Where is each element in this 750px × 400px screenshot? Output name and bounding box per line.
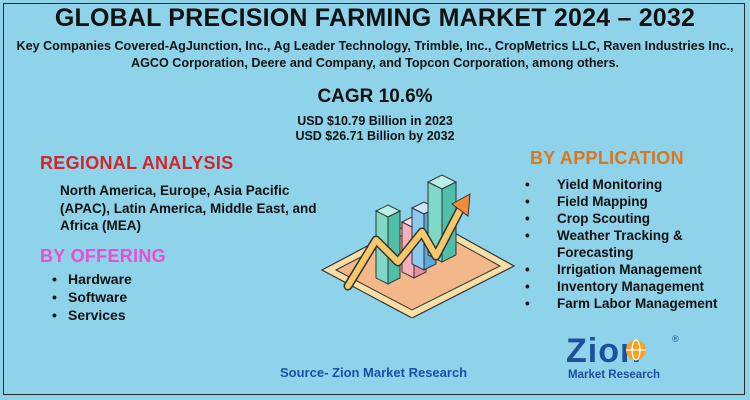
market-value-2023: USD $10.79 Billion in 2023: [297, 114, 453, 128]
list-item: Yield Monitoring: [541, 176, 746, 193]
regional-analysis-text: North America, Europe, Asia Pacific (APA…: [60, 183, 317, 233]
application-list: Yield Monitoring Field Mapping Crop Scou…: [541, 176, 746, 312]
list-item: Software: [52, 288, 132, 306]
source-text: Source- Zion Market Research: [280, 365, 468, 380]
cagr-value: CAGR 10.6%: [317, 86, 433, 107]
growth-bar-chart-illustration: [320, 174, 516, 318]
list-item: Services: [52, 306, 132, 324]
logo-subtitle: Market Research: [568, 369, 660, 381]
regional-analysis-heading: REGIONAL ANALYSIS: [40, 153, 234, 173]
list-item: Irrigation Management: [541, 261, 746, 278]
by-application-heading: BY APPLICATION: [530, 148, 684, 168]
market-values: USD $10.79 Billion in 2023 USD $26.71 Bi…: [250, 114, 500, 144]
list-item: Field Mapping: [541, 193, 746, 210]
page-title: GLOBAL PRECISION FARMING MARKET 2024 – 2…: [54, 4, 696, 32]
logo-registered-mark: ®: [672, 334, 679, 344]
by-offering-heading: BY OFFERING: [40, 246, 166, 266]
globe-icon: [626, 339, 646, 361]
list-item: Hardware: [52, 270, 132, 288]
list-item: Crop Scouting: [541, 210, 746, 227]
list-item: Weather Tracking & Forecasting: [541, 227, 746, 261]
key-companies-text: Key Companies Covered-AgJunction, Inc., …: [16, 39, 734, 70]
market-value-2032: USD $26.71 Billion by 2032: [295, 129, 455, 143]
list-item: Inventory Management: [541, 278, 746, 295]
offering-list: Hardware Software Services: [52, 270, 132, 324]
arrow-head-icon: [451, 193, 471, 217]
zion-logo: Zion ® Market Research: [566, 332, 679, 381]
list-item: Farm Labor Management: [541, 295, 746, 312]
